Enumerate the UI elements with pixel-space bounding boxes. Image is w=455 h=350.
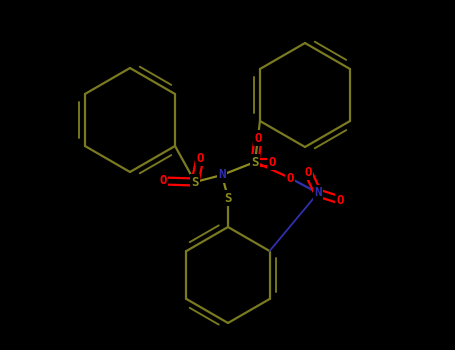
Text: O: O xyxy=(336,194,344,206)
Text: O: O xyxy=(254,132,262,145)
Text: S: S xyxy=(251,155,259,168)
Text: N: N xyxy=(218,168,226,182)
Text: N: N xyxy=(314,187,322,199)
Text: O: O xyxy=(286,172,294,184)
Text: S: S xyxy=(191,175,199,189)
Text: O: O xyxy=(304,166,312,178)
Text: O: O xyxy=(268,155,276,168)
Text: O: O xyxy=(159,175,167,188)
Text: S: S xyxy=(224,191,232,204)
Text: O: O xyxy=(196,152,204,164)
